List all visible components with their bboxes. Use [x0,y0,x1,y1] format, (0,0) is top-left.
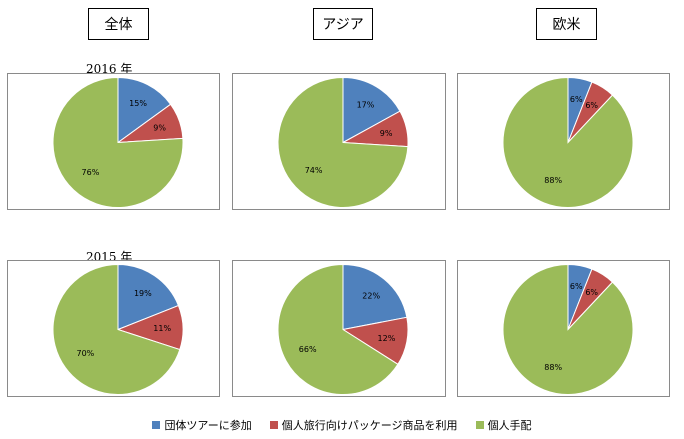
legend-item-package: 個人旅行向けパッケージ商品を利用 [270,417,458,433]
pie-svg: 17% 9% 74% [233,74,445,209]
column-header-all: 全体 [88,8,149,40]
pie-chart-all-2016: 15% 9% 76% [7,73,220,210]
data-label-group-tour: 15% [129,99,147,108]
pie-svg: 19% 11% 70% [8,261,219,396]
data-label-group-tour: 22% [362,291,380,300]
data-label-group-tour: 17% [357,100,375,109]
column-header-west: 欧米 [536,8,597,40]
data-label-individual: 88% [544,363,562,372]
pie-chart-west-2015: 6% 6% 88% [457,260,670,397]
legend-swatch-package [270,421,278,429]
pie-chart-asia-2016: 17% 9% 74% [232,73,446,210]
data-label-individual: 74% [305,166,323,175]
pie-svg: 22% 12% 66% [233,261,445,396]
data-label-group-tour: 19% [134,289,152,298]
data-label-package: 9% [380,129,393,138]
data-label-group-tour: 6% [570,95,583,104]
data-label-package: 9% [153,124,166,133]
pie-svg: 15% 9% 76% [8,74,219,209]
slice-individual [503,265,633,395]
pie-chart-west-2016: 6% 6% 88% [457,73,670,210]
data-label-individual: 66% [299,345,317,354]
column-header-asia: アジア [313,8,373,40]
data-label-package: 6% [585,288,598,297]
legend-label-group-tour: 団体ツアーに参加 [164,417,251,433]
data-label-group-tour: 6% [570,282,583,291]
data-label-individual: 88% [544,176,562,185]
legend-swatch-individual [476,421,484,429]
pie-svg: 6%6% 88% [458,74,669,209]
slice-individual [503,78,633,208]
data-label-package: 6% [585,101,598,110]
legend-item-group-tour: 団体ツアーに参加 [152,417,251,433]
legend-item-individual: 個人手配 [476,417,532,433]
data-label-package: 12% [378,334,396,343]
pie-chart-asia-2015: 22% 12% 66% [232,260,446,397]
legend-label-package: 個人旅行向けパッケージ商品を利用 [282,417,458,433]
legend-swatch-group-tour [152,421,160,429]
legend: 団体ツアーに参加 個人旅行向けパッケージ商品を利用 個人手配 [0,416,684,434]
legend-label-individual: 個人手配 [488,417,532,433]
data-label-package: 11% [153,324,171,333]
data-label-individual: 70% [77,349,95,358]
pie-svg: 6%6% 88% [458,261,669,396]
data-label-individual: 76% [82,168,100,177]
pie-chart-all-2015: 19% 11% 70% [7,260,220,397]
